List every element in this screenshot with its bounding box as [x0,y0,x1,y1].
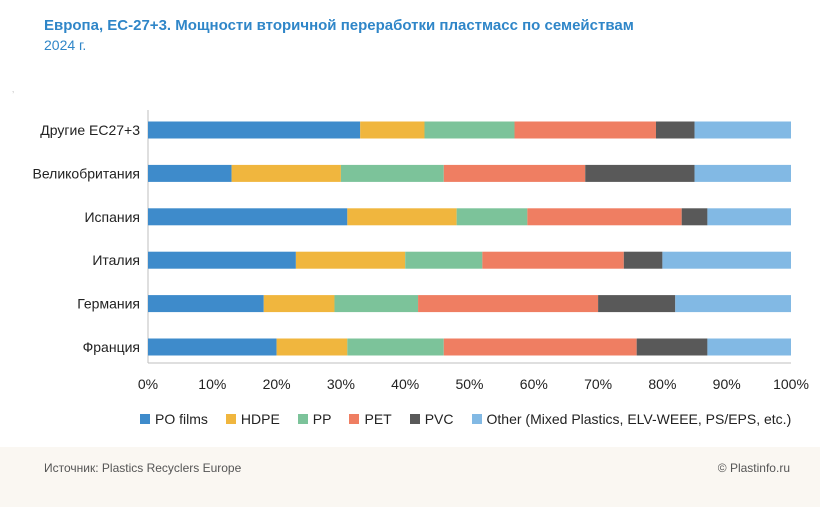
legend-swatch [140,414,150,424]
bar-segment [456,208,528,226]
bar-segment [263,295,335,313]
legend-label: PVC [424,411,454,427]
chart-legend: PO films HDPE PP PET PVC Other (Mixed Plastic… [140,411,791,427]
x-tick-label: 40% [391,376,419,392]
stacked-bar-chart: Другие ЕС27+3 Великобритания Испания Италия… [32,110,809,392]
legend-item: PP [297,411,332,427]
bar-segment [295,251,406,269]
bar-segment [360,121,425,139]
legend-label: PO films [155,411,208,427]
bar-segment [347,208,457,226]
chart-title: Европа, ЕС-27+3. Мощности вторичной пере… [44,17,634,34]
corner-mark: ‚ [12,84,15,95]
bar-segment [276,338,348,356]
bar-segment [694,164,791,182]
legend-item: HDPE [225,411,280,427]
legend-item: PO films [140,411,208,427]
x-tick-label: 90% [713,376,741,392]
bar-segment [707,338,791,356]
category-label: Италия [92,252,140,268]
bar-segment [148,164,232,182]
x-tick-label: 100% [773,376,809,392]
bar-segment [623,251,663,269]
chart-subtitle: 2024 г. [44,37,87,53]
bar-segment [636,338,708,356]
bar-segment [585,164,695,182]
legend-swatch [349,414,360,424]
bar-segment [148,208,348,226]
legend-item: PVC [409,411,454,427]
bar-segment [148,251,296,269]
category-label: Великобритания [32,165,140,181]
bar-segment [148,295,264,313]
category-label: Франция [83,339,140,355]
x-tick-label: 10% [198,376,226,392]
bar-segment [598,295,676,313]
legend-label: Other (Mixed Plastics, ELV-WEEE, PS/EPS,… [486,411,792,427]
x-tick-label: 50% [455,376,483,392]
bar-segment [514,121,656,139]
bar-segment [405,251,483,269]
bar-segment [418,295,599,313]
x-tick-label: 30% [327,376,355,392]
bar-segment [148,121,361,139]
bar-segment [675,295,791,313]
x-tick-label: 80% [648,376,676,392]
category-label: Другие ЕС27+3 [40,122,140,138]
legend-label: HDPE [240,411,280,427]
x-tick-label: 20% [263,376,291,392]
category-label: Испания [84,209,140,225]
bar-segment [340,164,444,182]
legend-swatch [297,414,308,424]
legend-item: PET [349,411,392,427]
legend-swatch [225,414,236,424]
bar-segment [334,295,419,313]
copyright-note: © Plastinfo.ru [717,461,790,475]
bar-segment [347,338,444,356]
legend-swatch [409,414,420,424]
bar-segment [655,121,695,139]
bar-segment [443,338,637,356]
x-tick-label: 70% [584,376,612,392]
legend-item: Other (Mixed Plastics, ELV-WEEE, PS/EPS,… [471,411,792,427]
source-note: Источник: Plastics Recyclers Europe [44,461,242,475]
bar-segment [482,251,624,269]
legend-swatch [471,414,482,424]
bar-segment [231,164,341,182]
legend-label: PP [312,411,332,427]
x-tick-label: 0% [138,376,158,392]
footer: Источник: Plastics Recyclers Europe © Pl… [0,447,820,507]
bar-segment [707,208,791,226]
bar-segment [681,208,708,226]
legend-label: PET [364,411,392,427]
bar-segment [527,208,682,226]
category-label: Германия [77,296,140,312]
bar-segment [443,164,586,182]
bar-segment [662,251,791,269]
bar-segment [424,121,515,139]
bar-segment [694,121,791,139]
bar-segment [148,338,277,356]
x-tick-label: 60% [520,376,548,392]
